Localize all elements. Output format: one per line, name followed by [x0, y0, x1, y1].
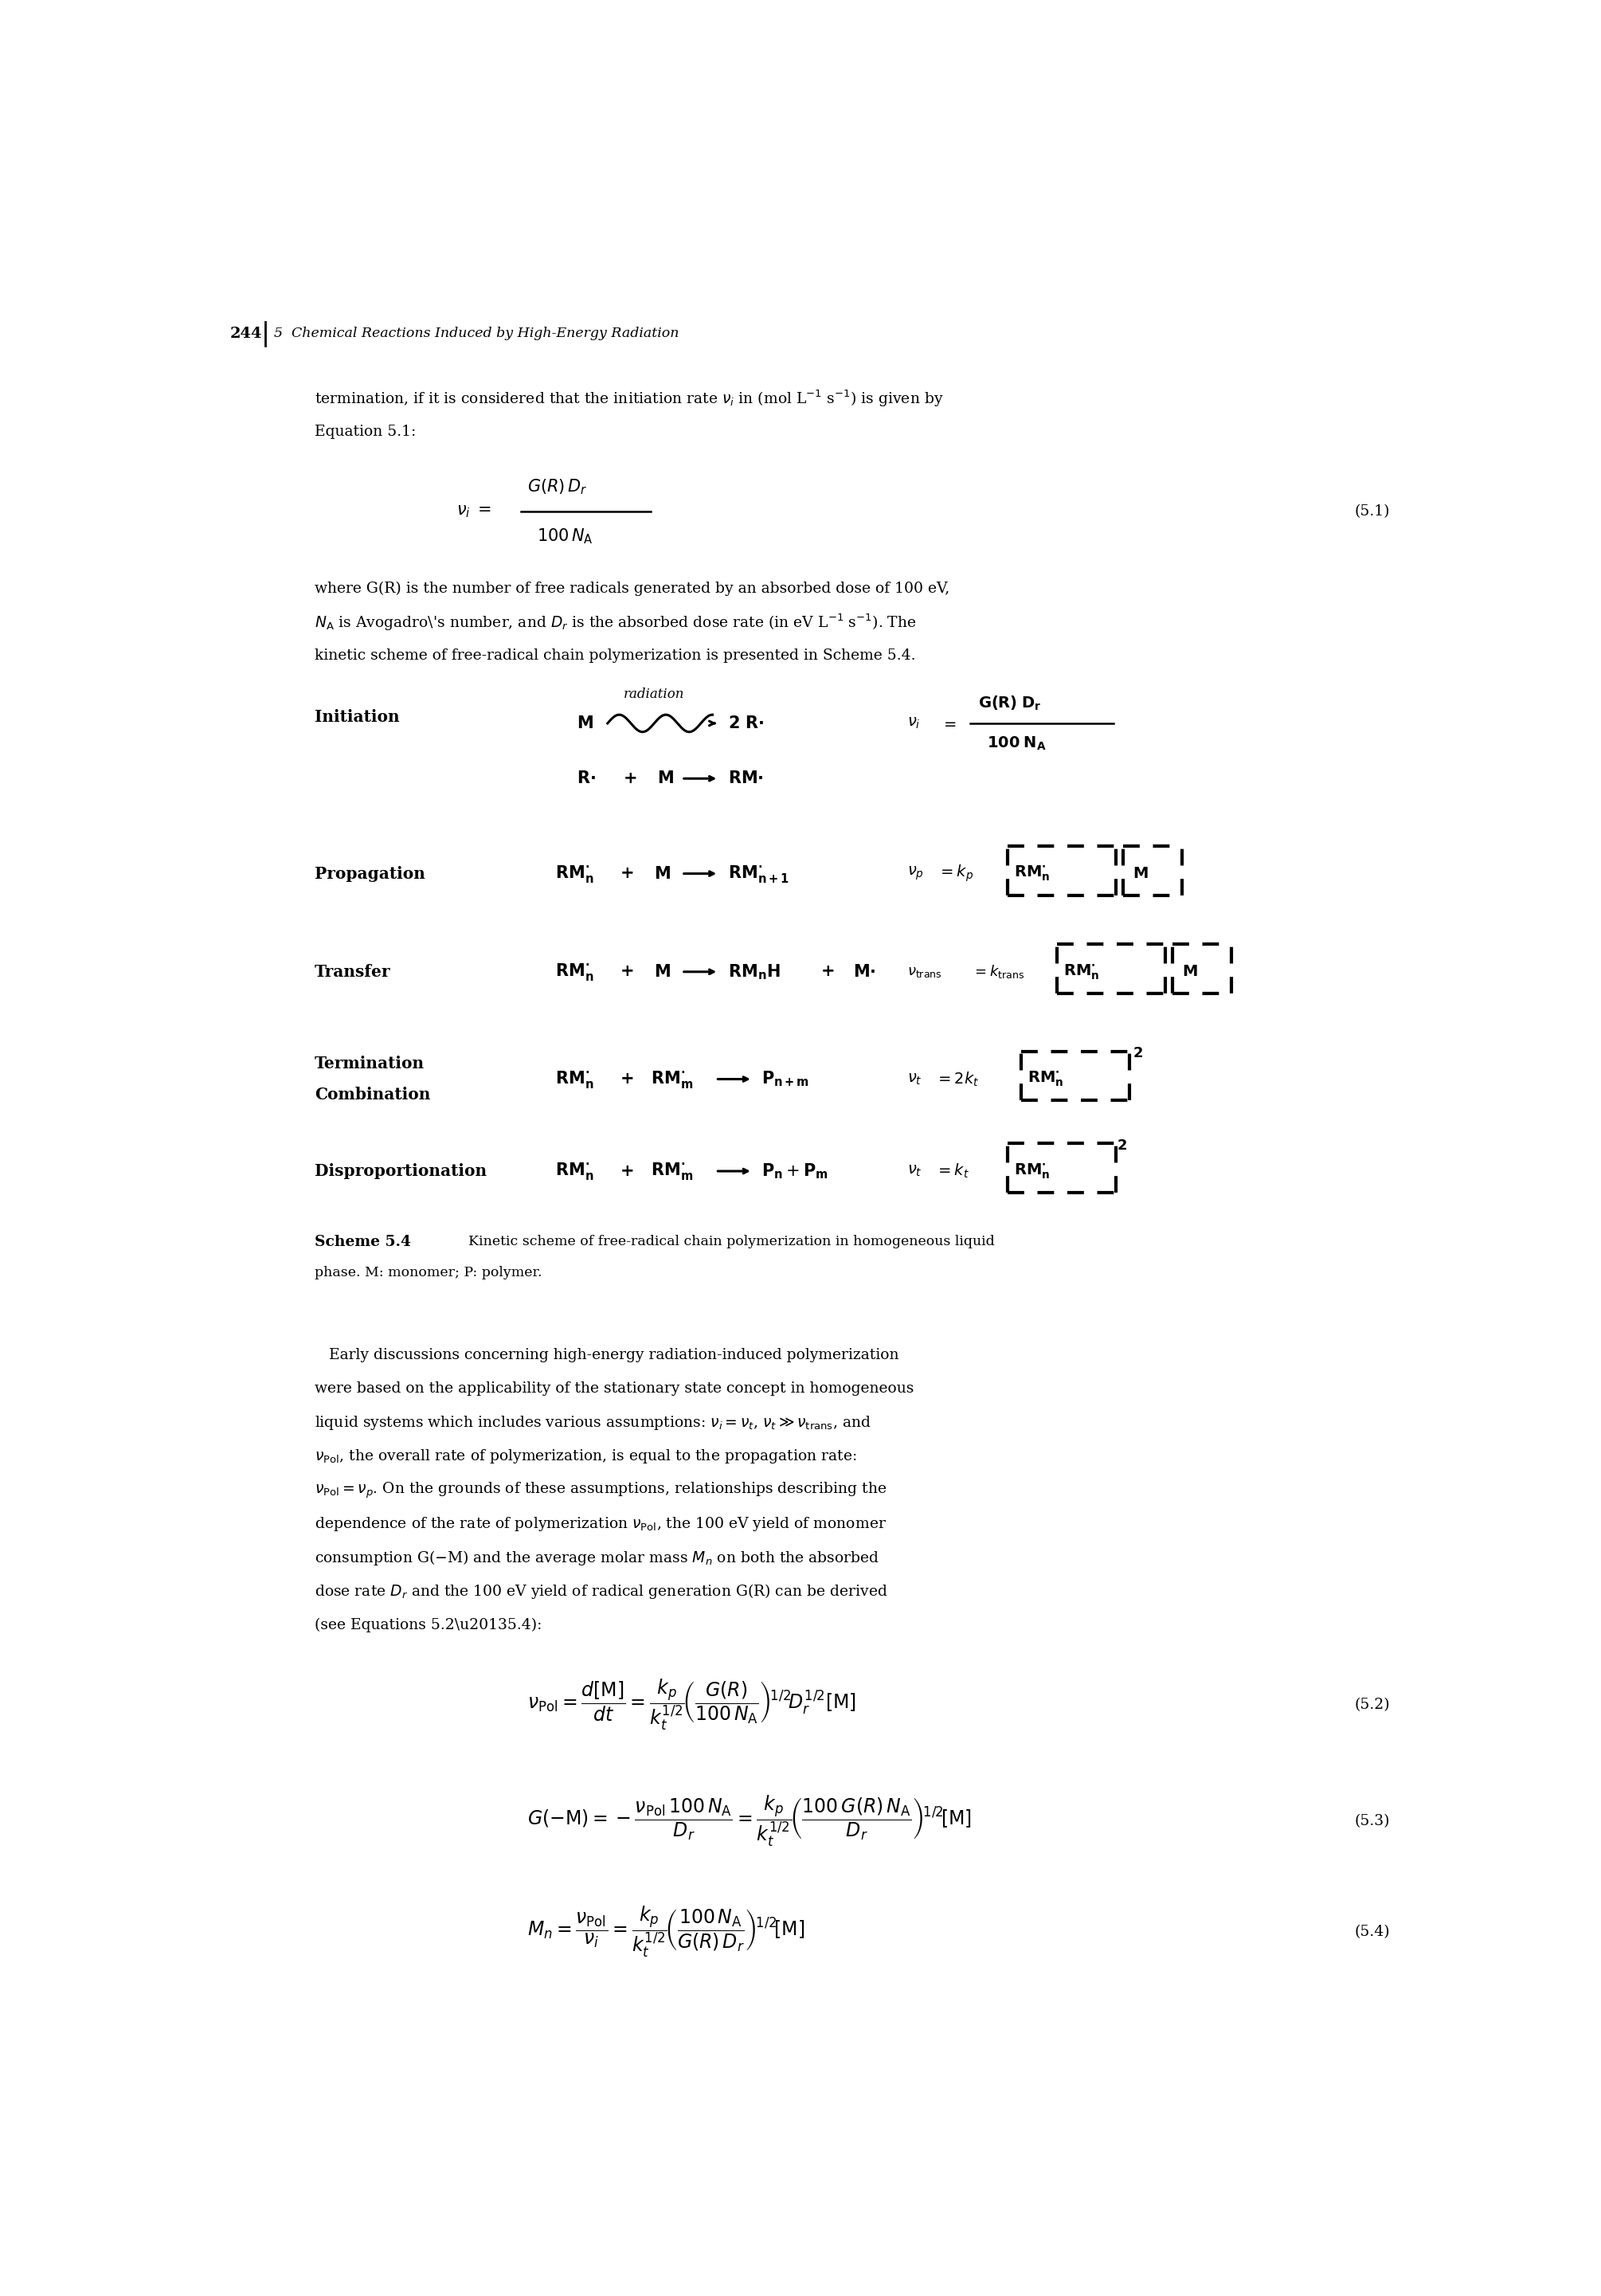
Text: kinetic scheme of free-radical chain polymerization is presented in Scheme 5.4.: kinetic scheme of free-radical chain pol… [314, 650, 916, 664]
Text: $= k_p$: $= k_p$ [938, 863, 973, 884]
Text: $N_{\rm A}$ is Avogadro\'s number, and $D_r$ is the absorbed dose rate (in eV L$: $N_{\rm A}$ is Avogadro\'s number, and $… [314, 613, 916, 631]
Text: $\mathbf{+}$: $\mathbf{+}$ [620, 964, 634, 980]
Text: (5.2): (5.2) [1354, 1697, 1390, 1713]
Text: Equation 5.1:: Equation 5.1: [314, 425, 416, 439]
Text: $= k_{\rm trans}$: $= k_{\rm trans}$ [972, 964, 1025, 980]
Text: $\mathbf{+}$: $\mathbf{+}$ [620, 1164, 634, 1178]
Text: $\mathbf{M}$: $\mathbf{M}$ [1132, 866, 1148, 882]
Text: $= k_t$: $= k_t$ [935, 1162, 969, 1180]
Text: $\mathbf{M}$: $\mathbf{M}$ [653, 866, 671, 882]
Text: $\mathbf{M}$: $\mathbf{M}$ [1182, 964, 1198, 978]
Text: $\mathbf{RM}_{\mathbf{m}}^{\mathbf{\bullet}}$: $\mathbf{RM}_{\mathbf{m}}^{\mathbf{\bull… [650, 1162, 693, 1182]
Text: Kinetic scheme of free-radical chain polymerization in homogeneous liquid: Kinetic scheme of free-radical chain pol… [459, 1235, 994, 1249]
Text: Disproportionation: Disproportionation [314, 1164, 487, 1180]
Text: $\mathbf{RM}_{\mathbf{m}}^{\mathbf{\bullet}}$: $\mathbf{RM}_{\mathbf{m}}^{\mathbf{\bull… [650, 1068, 693, 1091]
Text: $\mathbf{RM}_{\mathbf{n}}\mathbf{H}$: $\mathbf{RM}_{\mathbf{n}}\mathbf{H}$ [728, 962, 780, 980]
Text: Combination: Combination [314, 1086, 431, 1102]
Text: $\mathbf{R{\bullet}}$: $\mathbf{R{\bullet}}$ [576, 771, 596, 788]
Text: (5.4): (5.4) [1354, 1924, 1390, 1938]
Text: $\mathbf{RM}_{\mathbf{n}}^{\mathbf{\bullet}}$: $\mathbf{RM}_{\mathbf{n}}^{\mathbf{\bull… [1013, 863, 1050, 884]
Text: $\mathbf{+}$: $\mathbf{+}$ [820, 964, 834, 980]
Text: radiation: radiation [623, 689, 684, 700]
Text: dependence of the rate of polymerization $\nu_{\rm Pol}$, the 100 eV yield of mo: dependence of the rate of polymerization… [314, 1515, 887, 1534]
Text: $100\,N_{\rm A}$: $100\,N_{\rm A}$ [536, 526, 592, 546]
Text: $\nu_i$: $\nu_i$ [906, 716, 921, 730]
Text: $\mathbf{RM}_{\mathbf{n}}^{\mathbf{\bullet}}$: $\mathbf{RM}_{\mathbf{n}}^{\mathbf{\bull… [1063, 962, 1100, 980]
Text: were based on the applicability of the stationary state concept in homogeneous: were based on the applicability of the s… [314, 1382, 914, 1396]
Text: (5.3): (5.3) [1354, 1814, 1390, 1828]
Text: $\nu_{\rm Pol}=\nu_p$. On the grounds of these assumptions, relationships descri: $\nu_{\rm Pol}=\nu_p$. On the grounds of… [314, 1481, 887, 1499]
Text: $\mathbf{2}$: $\mathbf{2}$ [1117, 1139, 1127, 1153]
Text: $\mathbf{M}$: $\mathbf{M}$ [653, 964, 671, 980]
Text: $\mathbf{2}$: $\mathbf{2}$ [1132, 1047, 1143, 1061]
Text: $G(R)\,D_r$: $G(R)\,D_r$ [527, 478, 588, 496]
Text: $\mathbf{RM{\bullet}}$: $\mathbf{RM{\bullet}}$ [728, 771, 764, 788]
Text: $G(-{\rm M}) = -\dfrac{\nu_{\rm Pol}\,100\,N_{\rm A}}{D_r}= \dfrac{k_p}{k_t^{1/2: $G(-{\rm M}) = -\dfrac{\nu_{\rm Pol}\,10… [527, 1793, 972, 1848]
Text: $= 2k_t$: $= 2k_t$ [935, 1070, 978, 1088]
Text: $\mathbf{M}$: $\mathbf{M}$ [656, 771, 674, 788]
Text: consumption G($-$M) and the average molar mass $M_n$ on both the absorbed: consumption G($-$M) and the average mola… [314, 1548, 879, 1566]
Text: $\mathbf{RM}_{\mathbf{n+1}}^{\mathbf{\bullet}}$: $\mathbf{RM}_{\mathbf{n+1}}^{\mathbf{\bu… [728, 863, 789, 884]
Text: Termination: Termination [314, 1056, 424, 1072]
Text: $\mathbf{+}$: $\mathbf{+}$ [620, 866, 634, 882]
Text: $\mathbf{RM}_{\mathbf{n}}^{\mathbf{\bullet}}$: $\mathbf{RM}_{\mathbf{n}}^{\mathbf{\bull… [556, 1068, 594, 1091]
Text: $\mathbf{RM}_{\mathbf{n}}^{\mathbf{\bullet}}$: $\mathbf{RM}_{\mathbf{n}}^{\mathbf{\bull… [556, 863, 594, 884]
Text: $\mathbf{P}_{\mathbf{n+m}}$: $\mathbf{P}_{\mathbf{n+m}}$ [762, 1070, 810, 1088]
Text: Transfer: Transfer [314, 964, 391, 980]
Text: $\mathbf{+}$: $\mathbf{+}$ [623, 771, 637, 785]
Text: $\nu_{\rm Pol} = \dfrac{d[{\rm M}]}{dt} = \dfrac{k_p}{k_t^{1/2}}\!\left(\dfrac{G: $\nu_{\rm Pol} = \dfrac{d[{\rm M}]}{dt} … [527, 1678, 857, 1731]
Text: $\mathbf{RM}_{\mathbf{n}}^{\mathbf{\bullet}}$: $\mathbf{RM}_{\mathbf{n}}^{\mathbf{\bull… [1013, 1162, 1050, 1180]
Text: 5  Chemical Reactions Induced by High-Energy Radiation: 5 Chemical Reactions Induced by High-Ene… [274, 326, 679, 340]
Text: $\mathbf{2\ R{\bullet}}$: $\mathbf{2\ R{\bullet}}$ [728, 716, 764, 732]
Text: liquid systems which includes various assumptions: $\nu_i=\nu_t$, $\nu_t\gg\nu_{: liquid systems which includes various as… [314, 1414, 871, 1430]
Text: (5.1): (5.1) [1354, 505, 1390, 519]
Text: $\mathbf{M}$: $\mathbf{M}$ [576, 716, 594, 732]
Text: where G(R) is the number of free radicals generated by an absorbed dose of 100 e: where G(R) is the number of free radical… [314, 581, 949, 595]
Text: $\mathbf{RM}_{\mathbf{n}}^{\mathbf{\bullet}}$: $\mathbf{RM}_{\mathbf{n}}^{\mathbf{\bull… [1028, 1070, 1063, 1088]
Text: Early discussions concerning high-energy radiation-induced polymerization: Early discussions concerning high-energy… [314, 1348, 898, 1362]
Text: $\mathbf{RM}_{\mathbf{n}}^{\mathbf{\bullet}}$: $\mathbf{RM}_{\mathbf{n}}^{\mathbf{\bull… [556, 1162, 594, 1182]
Text: $\mathbf{G(R)\;D_r}$: $\mathbf{G(R)\;D_r}$ [978, 693, 1041, 712]
Text: $\nu_{\rm trans}$: $\nu_{\rm trans}$ [906, 964, 941, 978]
Text: $\mathbf{+}$: $\mathbf{+}$ [620, 1072, 634, 1086]
Text: $\mathbf{P}_{\mathbf{n}} + \mathbf{P}_{\mathbf{m}}$: $\mathbf{P}_{\mathbf{n}} + \mathbf{P}_{\… [762, 1162, 829, 1180]
Text: Initiation: Initiation [314, 709, 399, 726]
Text: $\nu_t$: $\nu_t$ [906, 1164, 922, 1178]
Text: dose rate $D_r$ and the 100 eV yield of radical generation G(R) can be derived: dose rate $D_r$ and the 100 eV yield of … [314, 1582, 887, 1600]
Text: Scheme 5.4: Scheme 5.4 [314, 1235, 411, 1249]
Text: $\mathbf{RM}_{\mathbf{n}}^{\mathbf{\bullet}}$: $\mathbf{RM}_{\mathbf{n}}^{\mathbf{\bull… [556, 962, 594, 983]
Text: $\nu_{\rm Pol}$, the overall rate of polymerization, is equal to the propagation: $\nu_{\rm Pol}$, the overall rate of pol… [314, 1446, 857, 1465]
Text: $M_n = \dfrac{\nu_{\rm Pol}}{\nu_i}= \dfrac{k_p}{k_t^{1/2}}\!\left(\dfrac{100\,N: $M_n = \dfrac{\nu_{\rm Pol}}{\nu_i}= \df… [527, 1906, 805, 1958]
Text: $\nu_p$: $\nu_p$ [906, 866, 924, 882]
Text: $\mathbf{M{\bullet}}$: $\mathbf{M{\bullet}}$ [853, 964, 876, 980]
Text: $=$: $=$ [941, 716, 957, 730]
Text: $\nu_t$: $\nu_t$ [906, 1072, 922, 1086]
Text: Propagation: Propagation [314, 866, 424, 882]
Text: $\nu_i\;=$: $\nu_i\;=$ [456, 503, 492, 519]
Text: 244: 244 [229, 326, 263, 342]
Text: (see Equations 5.2\u20135.4):: (see Equations 5.2\u20135.4): [314, 1619, 541, 1632]
Text: phase. M: monomer; P: polymer.: phase. M: monomer; P: polymer. [314, 1265, 541, 1279]
Text: $\mathbf{100\;N_A}$: $\mathbf{100\;N_A}$ [988, 735, 1047, 753]
Text: termination, if it is considered that the initiation rate $\nu_i$ in (mol L$^{-1: termination, if it is considered that th… [314, 388, 943, 409]
